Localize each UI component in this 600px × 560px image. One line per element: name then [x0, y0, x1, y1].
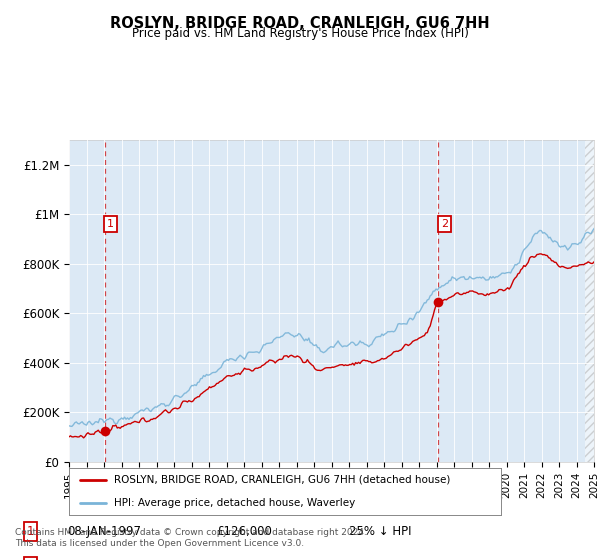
- Text: 2: 2: [440, 219, 448, 229]
- Text: ROSLYN, BRIDGE ROAD, CRANLEIGH, GU6 7HH: ROSLYN, BRIDGE ROAD, CRANLEIGH, GU6 7HH: [110, 16, 490, 31]
- Text: HPI: Average price, detached house, Waverley: HPI: Average price, detached house, Wave…: [115, 498, 356, 508]
- Text: 1: 1: [107, 219, 114, 229]
- Text: 08-JAN-1997: 08-JAN-1997: [67, 525, 141, 538]
- Text: 25% ↓ HPI: 25% ↓ HPI: [349, 525, 412, 538]
- Text: Contains HM Land Registry data © Crown copyright and database right 2024.
This d: Contains HM Land Registry data © Crown c…: [15, 528, 367, 548]
- Text: 1: 1: [26, 525, 34, 538]
- Text: £126,000: £126,000: [217, 525, 272, 538]
- Text: Price paid vs. HM Land Registry's House Price Index (HPI): Price paid vs. HM Land Registry's House …: [131, 27, 469, 40]
- Bar: [585, 140, 594, 462]
- Text: ROSLYN, BRIDGE ROAD, CRANLEIGH, GU6 7HH (detached house): ROSLYN, BRIDGE ROAD, CRANLEIGH, GU6 7HH …: [115, 474, 451, 484]
